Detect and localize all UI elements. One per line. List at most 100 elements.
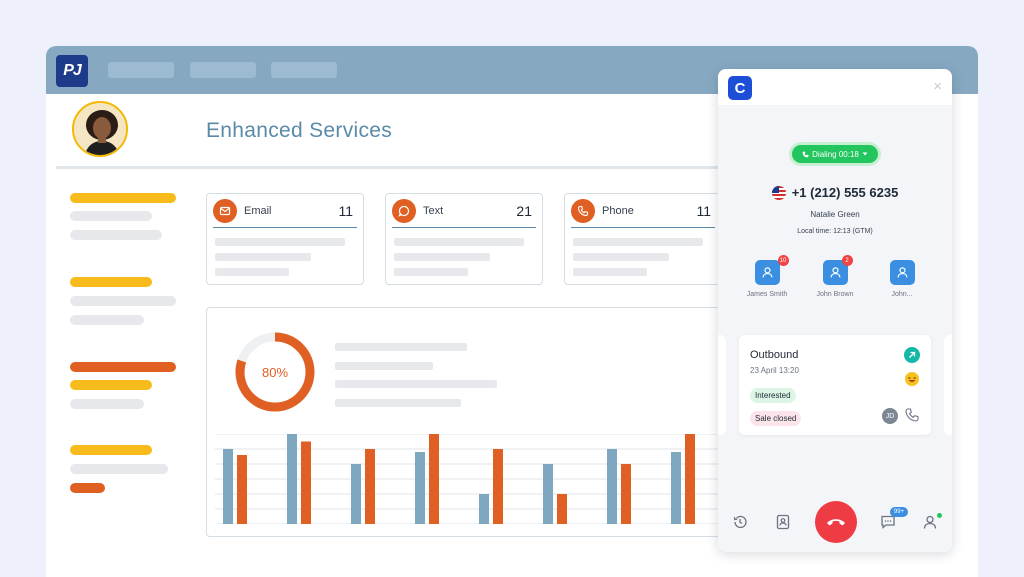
stat-label: Phone <box>602 205 634 217</box>
online-status-dot <box>937 513 942 518</box>
placeholder-line <box>215 238 345 246</box>
bar-orange-2 <box>301 441 311 524</box>
page-title: Enhanced Services <box>206 119 393 142</box>
contact-john[interactable]: John... <box>872 260 932 298</box>
contacts-book-icon[interactable] <box>774 513 792 531</box>
placeholder-line <box>573 253 669 261</box>
widget-logo: C <box>728 76 752 100</box>
bar-blue-8 <box>671 452 681 524</box>
phone-icon[interactable] <box>904 407 920 423</box>
sidebar-item-3-active[interactable] <box>70 362 176 372</box>
placeholder-line <box>215 268 289 276</box>
bar-blue-3 <box>351 464 361 524</box>
placeholder-line <box>394 253 490 261</box>
nav-placeholder-2[interactable] <box>190 62 256 78</box>
placeholder-line <box>394 268 468 276</box>
stat-value: 11 <box>696 203 711 219</box>
phone-number-row: +1 (212) 555 6235 <box>718 185 952 200</box>
widget-header: C × <box>718 69 952 105</box>
dialing-status-pill[interactable]: Dialing 00:18 <box>792 145 878 163</box>
bar-blue-7 <box>607 449 617 524</box>
dialing-label: Dialing 00:18 <box>812 149 859 159</box>
placeholder-line <box>573 238 703 246</box>
sidebar-subline <box>70 230 162 240</box>
chat-bubble-icon <box>392 199 416 223</box>
previous-call-card[interactable] <box>718 335 726 435</box>
hang-up-icon <box>827 519 845 526</box>
bar-orange-4 <box>429 434 439 524</box>
placeholder-line <box>215 253 311 261</box>
placeholder-line <box>335 380 497 388</box>
tag-interested[interactable]: Interested <box>750 388 796 403</box>
user-icon[interactable]: 2 <box>822 255 853 285</box>
donut-progress-arc <box>235 332 315 412</box>
nav-placeholder-3[interactable] <box>271 62 337 78</box>
chevron-down-icon <box>862 152 868 156</box>
tag-sale-closed[interactable]: Sale closed <box>750 411 802 426</box>
phone-icon <box>571 199 595 223</box>
bar-blue-4 <box>415 452 425 524</box>
placeholder-line <box>335 399 461 407</box>
sidebar-item-4[interactable] <box>70 445 152 455</box>
placeholder-line <box>573 268 647 276</box>
bar-orange-7 <box>621 464 631 524</box>
outbound-arrow-icon <box>904 347 920 363</box>
sidebar-item-2[interactable] <box>70 277 152 287</box>
messages-icon[interactable] <box>879 513 897 531</box>
stat-card-text[interactable]: Text 21 <box>385 193 543 285</box>
sidebar-subitem[interactable] <box>70 380 152 390</box>
contact-name: Natalie Green <box>810 210 860 219</box>
user-icon[interactable]: 10 <box>754 255 789 285</box>
local-time-value: 12:13 (GTM) <box>833 228 873 235</box>
call-card[interactable]: Outbound 23 April 13:20 Interested Sale … <box>739 335 931 435</box>
nav-placeholder-1[interactable] <box>108 62 174 78</box>
next-call-card[interactable] <box>944 335 952 435</box>
user-status-icon[interactable] <box>922 513 940 531</box>
sidebar-subline <box>70 399 144 409</box>
stat-label: Text <box>423 205 444 217</box>
placeholder-line <box>394 238 524 246</box>
close-icon[interactable]: × <box>933 78 942 95</box>
call-date: 23 April 13:20 <box>750 366 799 375</box>
contact-label: John... <box>891 291 913 298</box>
stat-divider <box>571 227 715 228</box>
sidebar-subline <box>70 315 144 325</box>
sidebar-subitem[interactable] <box>70 483 105 493</box>
bar-blue-6 <box>543 464 553 524</box>
stat-label: Email <box>244 205 272 217</box>
us-flag-icon <box>771 185 786 200</box>
history-icon[interactable] <box>731 513 749 531</box>
bar-orange-6 <box>557 494 567 524</box>
bar-orange-5 <box>493 449 503 524</box>
agent-avatar: JD <box>882 408 898 424</box>
bar-orange-3 <box>365 449 375 524</box>
call-direction: Outbound <box>750 349 799 361</box>
user-photo-icon <box>74 103 126 155</box>
hang-up-button[interactable] <box>815 501 857 543</box>
phone-number: +1 (212) 555 6235 <box>791 185 899 200</box>
messages-badge: 99+ <box>890 507 908 517</box>
phone-icon <box>802 151 809 157</box>
placeholder-line <box>335 362 433 370</box>
widget-footer: 99+ <box>718 493 952 552</box>
contact-james-smith[interactable]: 10 James Smith <box>737 255 797 298</box>
bar-blue-5 <box>479 494 489 524</box>
local-time: Local time: 12:13 (GTM) <box>718 228 952 235</box>
sidebar-subline <box>70 211 152 221</box>
laughing-emoji-icon <box>905 372 919 386</box>
call-widget: C × Dialing 00:18 +1 (212) 555 6235 Nata… <box>718 69 952 552</box>
bar-orange-1 <box>237 455 247 524</box>
contact-label: James Smith <box>746 291 788 298</box>
app-logo[interactable]: PJ <box>56 55 88 87</box>
bar-orange-8 <box>685 434 695 524</box>
local-time-label: Local time: <box>797 228 832 235</box>
user-icon[interactable] <box>889 260 915 285</box>
stat-card-phone[interactable]: Phone 11 <box>564 193 722 285</box>
contact-john-brown[interactable]: 2 John Brown <box>805 255 865 298</box>
stat-card-email[interactable]: Email 11 <box>206 193 364 285</box>
contact-label: John Brown <box>816 291 854 298</box>
avatar[interactable] <box>72 101 128 157</box>
email-icon <box>213 199 237 223</box>
sidebar-subline <box>70 464 168 474</box>
sidebar-item-1[interactable] <box>70 193 176 203</box>
